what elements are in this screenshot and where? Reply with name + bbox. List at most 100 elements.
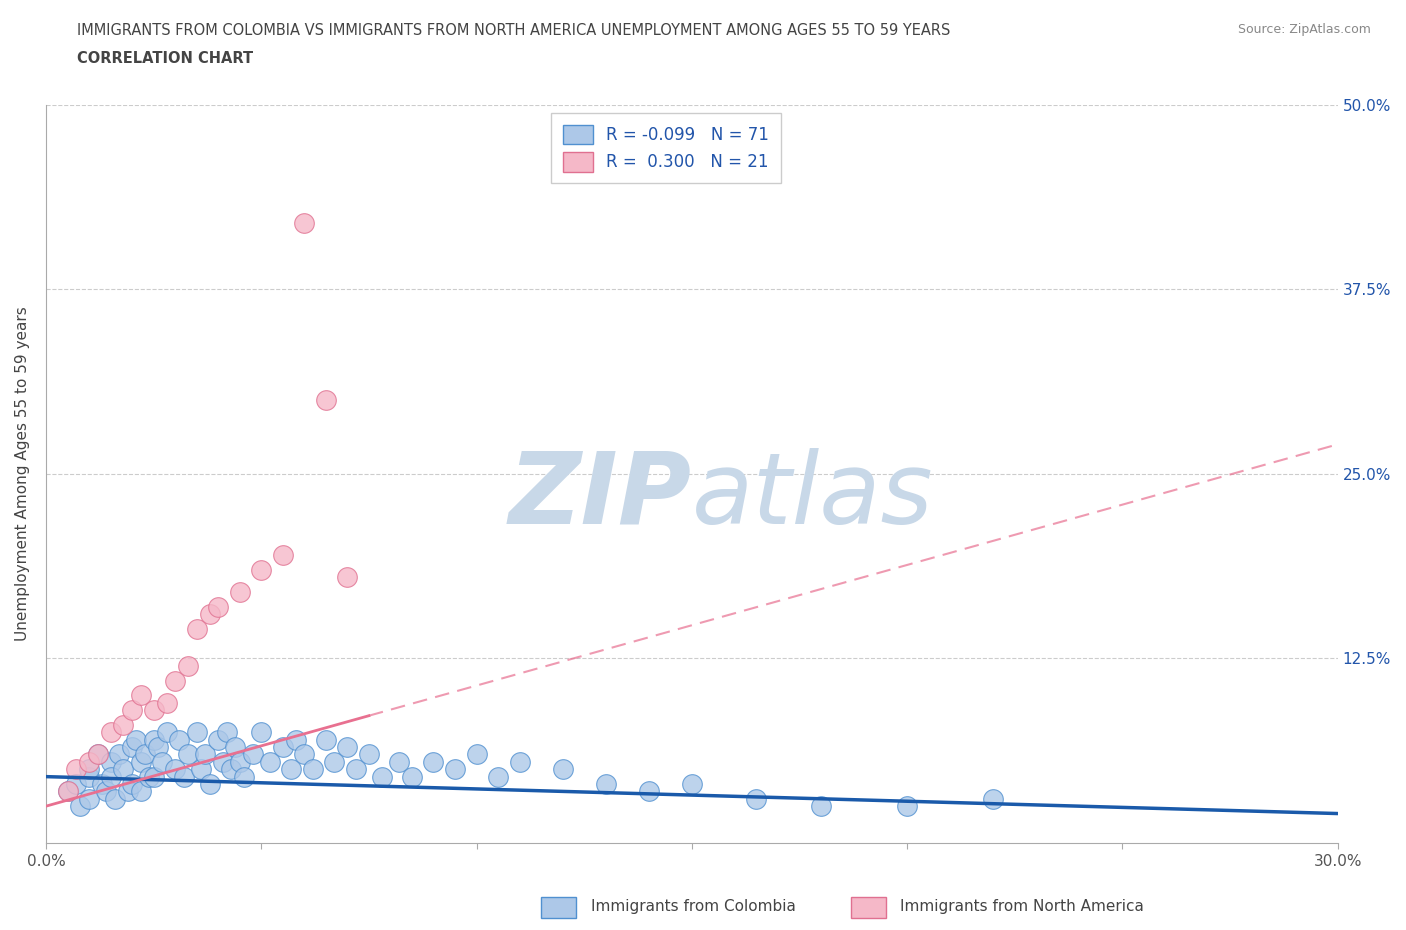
Point bbox=[219, 762, 242, 777]
Point bbox=[250, 563, 273, 578]
Point bbox=[271, 739, 294, 754]
Point bbox=[595, 777, 617, 791]
Point bbox=[155, 724, 177, 739]
Point bbox=[169, 732, 191, 747]
Text: CORRELATION CHART: CORRELATION CHART bbox=[77, 51, 253, 66]
Point bbox=[207, 599, 229, 614]
Point bbox=[486, 769, 509, 784]
Point bbox=[100, 724, 122, 739]
Point bbox=[315, 392, 337, 407]
Point bbox=[121, 739, 143, 754]
Point bbox=[117, 784, 139, 799]
Text: Source: ZipAtlas.com: Source: ZipAtlas.com bbox=[1237, 23, 1371, 36]
Point bbox=[142, 732, 165, 747]
Point bbox=[465, 747, 488, 762]
Point bbox=[444, 762, 467, 777]
Point bbox=[100, 754, 122, 769]
Point bbox=[155, 696, 177, 711]
Text: atlas: atlas bbox=[692, 447, 934, 545]
Point bbox=[357, 747, 380, 762]
Point bbox=[112, 718, 135, 733]
Point bbox=[121, 777, 143, 791]
Point bbox=[228, 585, 250, 600]
Point bbox=[104, 791, 127, 806]
Point bbox=[86, 747, 108, 762]
Point bbox=[207, 732, 229, 747]
Point bbox=[280, 762, 302, 777]
Point bbox=[56, 784, 79, 799]
Point bbox=[509, 754, 531, 769]
Point bbox=[323, 754, 346, 769]
Legend: R = -0.099   N = 71, R =  0.300   N = 21: R = -0.099 N = 71, R = 0.300 N = 21 bbox=[551, 113, 780, 183]
Point bbox=[388, 754, 411, 769]
Point bbox=[177, 747, 200, 762]
Point bbox=[194, 747, 217, 762]
Point bbox=[150, 754, 173, 769]
Point bbox=[142, 769, 165, 784]
Point bbox=[142, 703, 165, 718]
Point bbox=[129, 784, 152, 799]
Point bbox=[198, 606, 221, 621]
Point bbox=[112, 762, 135, 777]
Point bbox=[173, 769, 195, 784]
Point bbox=[138, 769, 160, 784]
Point bbox=[91, 777, 114, 791]
Point bbox=[896, 799, 918, 814]
Point bbox=[65, 777, 87, 791]
Text: Immigrants from North America: Immigrants from North America bbox=[900, 899, 1143, 914]
Point bbox=[681, 777, 703, 791]
Point bbox=[551, 762, 574, 777]
Point bbox=[336, 739, 359, 754]
Point bbox=[56, 784, 79, 799]
Point bbox=[190, 762, 212, 777]
Point bbox=[129, 688, 152, 703]
Point bbox=[292, 216, 315, 231]
Point bbox=[215, 724, 238, 739]
Point bbox=[96, 784, 118, 799]
Point bbox=[100, 769, 122, 784]
Text: Immigrants from Colombia: Immigrants from Colombia bbox=[591, 899, 796, 914]
Point bbox=[315, 732, 337, 747]
Point bbox=[259, 754, 281, 769]
Point bbox=[86, 747, 108, 762]
Point bbox=[292, 747, 315, 762]
Point bbox=[129, 754, 152, 769]
Point bbox=[177, 658, 200, 673]
Point bbox=[211, 754, 233, 769]
Point bbox=[134, 747, 156, 762]
Point bbox=[65, 762, 87, 777]
Point bbox=[121, 703, 143, 718]
Point bbox=[198, 777, 221, 791]
Point bbox=[186, 724, 208, 739]
Point bbox=[271, 548, 294, 563]
Point bbox=[745, 791, 768, 806]
Point bbox=[77, 754, 100, 769]
Point bbox=[165, 762, 187, 777]
Point bbox=[637, 784, 659, 799]
Point bbox=[284, 732, 307, 747]
Point bbox=[146, 739, 169, 754]
Point bbox=[69, 799, 91, 814]
Text: IMMIGRANTS FROM COLOMBIA VS IMMIGRANTS FROM NORTH AMERICA UNEMPLOYMENT AMONG AGE: IMMIGRANTS FROM COLOMBIA VS IMMIGRANTS F… bbox=[77, 23, 950, 38]
Point bbox=[422, 754, 444, 769]
Point bbox=[250, 724, 273, 739]
Point bbox=[186, 621, 208, 636]
Point bbox=[344, 762, 367, 777]
Y-axis label: Unemployment Among Ages 55 to 59 years: Unemployment Among Ages 55 to 59 years bbox=[15, 307, 30, 642]
Text: ZIP: ZIP bbox=[509, 447, 692, 545]
Point bbox=[810, 799, 832, 814]
Point bbox=[302, 762, 325, 777]
Point bbox=[125, 732, 148, 747]
Point bbox=[981, 791, 1004, 806]
Point bbox=[77, 762, 100, 777]
Point bbox=[371, 769, 394, 784]
Point bbox=[224, 739, 246, 754]
Point bbox=[77, 769, 100, 784]
Point bbox=[233, 769, 256, 784]
Point bbox=[336, 570, 359, 585]
Point bbox=[77, 791, 100, 806]
Point bbox=[401, 769, 423, 784]
Point bbox=[165, 673, 187, 688]
Point bbox=[228, 754, 250, 769]
Point bbox=[108, 747, 131, 762]
